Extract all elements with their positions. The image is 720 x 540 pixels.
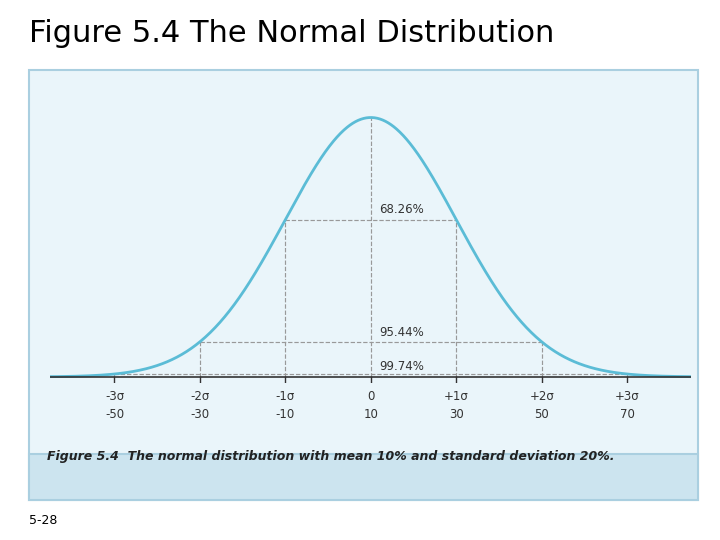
Text: 30: 30 — [449, 408, 464, 421]
Text: -10: -10 — [276, 408, 295, 421]
Text: -3σ: -3σ — [105, 390, 124, 403]
Text: -50: -50 — [105, 408, 124, 421]
Text: -1σ: -1σ — [276, 390, 295, 403]
Text: Figure 5.4 The Normal Distribution: Figure 5.4 The Normal Distribution — [29, 19, 554, 48]
Text: -2σ: -2σ — [190, 390, 210, 403]
Text: +2σ: +2σ — [529, 390, 554, 403]
Text: Figure 5.4  The normal distribution with mean 10% and standard deviation 20%.: Figure 5.4 The normal distribution with … — [47, 450, 614, 463]
Text: 5-28: 5-28 — [29, 514, 57, 526]
Text: 50: 50 — [534, 408, 549, 421]
Text: 0: 0 — [367, 390, 374, 403]
Text: 95.44%: 95.44% — [379, 326, 424, 339]
Text: 68.26%: 68.26% — [379, 202, 424, 215]
Text: +3σ: +3σ — [615, 390, 639, 403]
Text: 70: 70 — [620, 408, 634, 421]
Text: -30: -30 — [190, 408, 210, 421]
Text: 99.74%: 99.74% — [379, 360, 424, 373]
Text: 10: 10 — [364, 408, 378, 421]
Text: +1σ: +1σ — [444, 390, 469, 403]
